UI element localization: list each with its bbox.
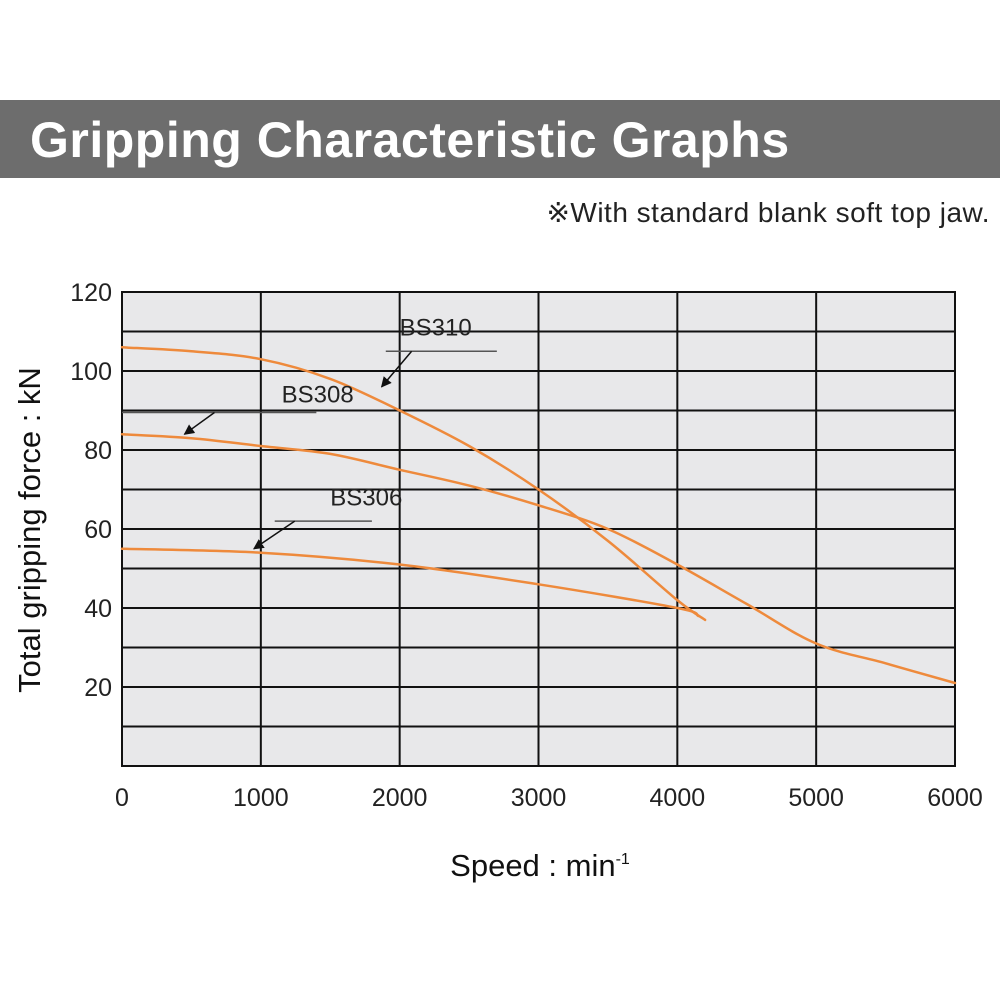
x-tick-label: 2000 [372, 784, 428, 812]
plot-area: 0 1000 2000 3000 4000 5000 6000 20 40 60 80 100 120 S… [12, 279, 983, 883]
label-arrow-bs308 [183, 411, 215, 435]
label-arrow-bs306 [253, 520, 296, 550]
series-label-bs308: BS308 [282, 382, 354, 409]
title-banner: Gripping Characteristic Graphs [0, 100, 1000, 178]
y-tick-label: 80 [84, 437, 112, 465]
x-tick-label: 3000 [511, 784, 567, 812]
y-tick-label: 20 [84, 674, 112, 702]
y-tick-label: 120 [70, 279, 112, 307]
x-tick-label: 6000 [927, 784, 983, 812]
plot-border [121, 291, 956, 767]
y-tick-label: 60 [84, 516, 112, 544]
chart-note: ※With standard blank soft top jaw. [546, 197, 990, 228]
x-axis-label-superscript: -1 [616, 851, 630, 868]
y-axis-label: Total gripping force : kN [12, 367, 47, 693]
series-line-bs306 [120, 547, 700, 618]
x-tick-label: 5000 [788, 784, 844, 812]
series-line-bs310 [120, 346, 707, 622]
series-label-bs310: BS310 [400, 314, 472, 341]
x-axis-label: Speed : min-1 [450, 848, 630, 883]
page-title: Gripping Characteristic Graphs [30, 112, 790, 168]
label-arrow-bs310 [380, 350, 413, 388]
y-tick-label: 40 [84, 595, 112, 623]
x-axis-label-text: Speed : min [450, 848, 615, 883]
x-tick-label: 1000 [233, 784, 289, 812]
x-tick-label: 4000 [650, 784, 706, 812]
series-line-bs308 [120, 432, 957, 685]
series-label-bs306: BS306 [330, 484, 402, 511]
x-tick-label: 0 [115, 784, 129, 812]
y-tick-label: 100 [70, 358, 112, 386]
